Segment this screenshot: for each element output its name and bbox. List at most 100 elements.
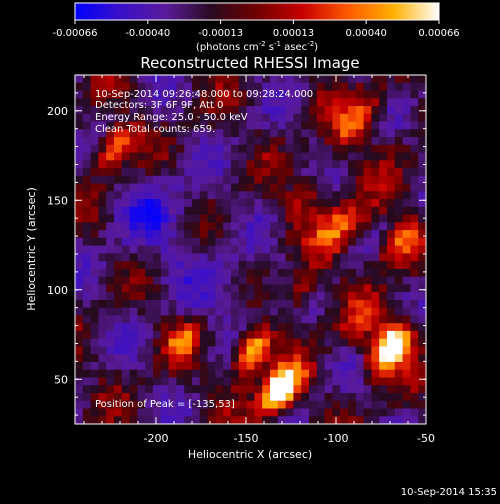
heatmap-cell [332, 160, 341, 169]
heatmap-cell [176, 276, 185, 285]
heatmap-cell [402, 113, 411, 123]
heatmap-cell [254, 338, 263, 348]
heatmap-cell [137, 261, 146, 270]
heatmap-cell [363, 385, 372, 394]
heatmap-cell [176, 284, 185, 293]
heatmap-cell [355, 98, 365, 107]
heatmap-cell [387, 199, 396, 208]
heatmap-cell [160, 160, 170, 169]
heatmap-cell [316, 113, 326, 123]
heatmap-cell [176, 152, 185, 161]
heatmap-cell [277, 276, 287, 285]
heatmap-cell [184, 276, 193, 285]
heatmap-cell [301, 230, 310, 239]
heatmap-cell [199, 299, 209, 309]
heatmap-cell [168, 214, 177, 223]
heatmap-cell [371, 168, 380, 177]
heatmap-cell [106, 261, 115, 270]
heatmap-cell [348, 183, 357, 192]
heatmap-cell [418, 377, 426, 386]
heatmap-cell [231, 292, 240, 301]
heatmap-cell [316, 206, 326, 216]
heatmap-cell [277, 82, 287, 92]
heatmap-cell [82, 392, 92, 402]
heatmap-cell [114, 90, 123, 99]
heatmap-cell [262, 253, 271, 262]
heatmap-cell [153, 106, 162, 115]
heatmap-cell [215, 385, 224, 394]
heatmap-cell [223, 338, 232, 348]
heatmap-cell [254, 346, 263, 355]
heatmap-cell [238, 330, 248, 340]
heatmap-cell [106, 75, 115, 84]
heatmap-cell [293, 222, 302, 231]
heatmap-cell [223, 276, 232, 285]
heatmap-cell [246, 160, 255, 169]
heatmap-cell [98, 152, 107, 161]
heatmap-cell [199, 137, 209, 146]
heatmap-cell [75, 183, 84, 192]
heatmap-cell [324, 144, 333, 154]
heatmap-cell [394, 222, 404, 231]
heatmap-cell [207, 168, 216, 177]
heatmap-cell [223, 152, 232, 161]
heatmap-cell [340, 261, 349, 270]
heatmap-cell [145, 152, 154, 161]
heatmap-cell [418, 175, 426, 185]
heatmap-cell [324, 98, 333, 107]
heatmap-cell [418, 113, 426, 123]
heatmap-cell [121, 199, 131, 208]
heatmap-cell [332, 183, 341, 192]
heatmap-cell [231, 106, 240, 115]
heatmap-cell [285, 222, 294, 231]
heatmap-cell [410, 261, 419, 270]
heatmap-cell [129, 214, 138, 223]
heatmap-cell [301, 416, 310, 424]
heatmap-cell [168, 90, 177, 99]
heatmap-cell [168, 137, 177, 146]
heatmap-cell [114, 137, 123, 146]
heatmap-cell [270, 323, 279, 332]
heatmap-cell [348, 377, 357, 386]
heatmap-cell [192, 276, 201, 285]
heatmap-cell [379, 168, 388, 177]
heatmap-cell [316, 253, 326, 262]
heatmap-cell [199, 113, 209, 123]
heatmap-cell [340, 222, 349, 231]
heatmap-cell [277, 369, 287, 379]
heatmap-cell [192, 82, 201, 92]
heatmap-cell [387, 191, 396, 200]
heatmap-cell [192, 144, 201, 154]
heatmap-cell [324, 237, 333, 247]
heatmap-cell [394, 253, 404, 262]
heatmap-cell [129, 408, 138, 417]
heatmap-cell [387, 346, 396, 355]
heatmap-cell [82, 400, 92, 410]
heatmap-cell [106, 416, 115, 424]
heatmap-cell [82, 152, 92, 161]
heatmap-cell [223, 199, 232, 208]
heatmap-cell [394, 338, 404, 348]
heatmap-cell [145, 222, 154, 231]
heatmap-cell [340, 183, 349, 192]
heatmap-cell [293, 113, 302, 123]
heatmap-cell [223, 106, 232, 115]
heatmap-cell [223, 129, 232, 138]
heatmap-cell [114, 206, 123, 216]
heatmap-cell [285, 276, 294, 285]
heatmap-cell [293, 183, 302, 192]
heatmap-cell [238, 191, 248, 200]
heatmap-cell [340, 292, 349, 301]
heatmap-cell [207, 408, 216, 417]
heatmap-cell [418, 361, 426, 371]
heatmap-cell [394, 183, 404, 192]
heatmap-cell [246, 400, 255, 410]
heatmap-cell [355, 354, 365, 363]
heatmap-cell [254, 354, 263, 363]
heatmap-cell [410, 392, 419, 402]
heatmap-cell [262, 245, 271, 254]
heatmap-cell [184, 230, 193, 239]
heatmap-cell [121, 323, 131, 332]
heatmap-cell [293, 98, 302, 107]
heatmap-cell [168, 416, 177, 424]
